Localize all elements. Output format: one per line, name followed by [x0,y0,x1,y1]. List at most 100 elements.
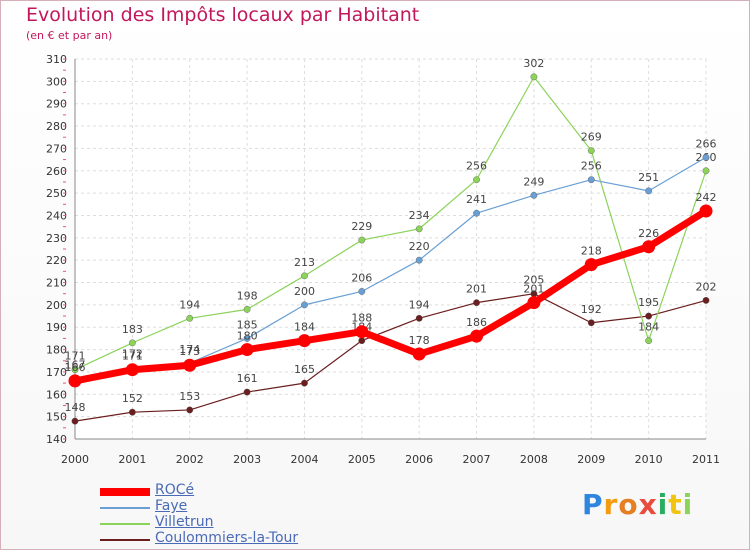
data-label: 229 [351,220,372,233]
x-tick-label: 2010 [635,453,663,466]
legend-label: ROCé [155,482,195,498]
x-tick-label: 2011 [692,453,720,466]
data-label: 171 [65,350,86,363]
x-tick-label: 2004 [290,453,318,466]
logo-letter: i [657,488,669,521]
data-point [301,379,308,387]
data-label: 194 [179,298,200,311]
data-point [355,325,369,339]
x-tick-label: 2002 [176,453,204,466]
y-tick-label: 300 [46,75,67,88]
x-tick-label: 2000 [61,453,89,466]
data-label: 184 [294,321,315,334]
data-label: 218 [581,245,602,258]
data-label: 266 [696,137,717,150]
data-label: 201 [466,283,487,296]
data-label: 220 [409,240,430,253]
data-label: 153 [179,390,200,403]
x-tick-label: 2001 [118,453,146,466]
data-point [243,388,251,396]
legend-swatch [100,488,150,496]
data-point [645,337,653,345]
legend-label: Villetrun [155,514,214,530]
data-point [473,209,480,217]
series-faye: 167 172 174 185 200 206 220 241 249 256 251 266 [65,137,717,383]
data-label: 194 [409,298,430,311]
x-tick-label: 2007 [463,453,491,466]
data-point [642,240,656,254]
data-point [702,167,710,175]
y-tick-label: 290 [46,98,67,111]
data-label: 200 [294,285,315,298]
data-point [358,288,366,295]
y-tick-label: 150 [46,411,67,424]
y-tick-label: 310 [46,53,67,66]
data-point [183,358,197,372]
chart-subtitle: (en € et par an) [26,29,113,42]
data-label: 226 [638,227,659,240]
data-point [702,153,710,161]
data-point [71,366,79,374]
y-tick-label: 180 [46,344,67,357]
data-label: 201 [523,283,544,296]
data-point [530,73,538,81]
data-label: 256 [466,160,487,173]
legend-label: Coulommiers-la-Tour [155,530,299,546]
series-line [74,208,708,385]
data-point [358,337,366,345]
y-tick-label: 260 [46,165,67,178]
data-point [645,312,653,320]
data-point [415,256,423,264]
legend-label: Faye [155,498,188,514]
data-point [243,335,251,342]
data-point [186,406,194,414]
data-point [530,191,538,199]
data-point [470,329,484,343]
y-tick-label: 270 [46,142,67,155]
data-point [527,296,541,310]
y-tick-label: 140 [46,433,67,446]
data-label: 188 [351,312,372,325]
data-label: 165 [294,363,315,376]
data-point [587,319,595,327]
data-label: 173 [179,345,200,358]
data-label: 213 [294,256,315,269]
data-label: 269 [581,131,602,144]
legend-swatch [100,539,150,541]
data-point [587,147,595,155]
data-label: 249 [523,175,544,188]
data-point [240,343,254,357]
data-point [125,363,139,377]
data-point [473,176,480,184]
data-label: 180 [237,330,258,343]
data-point [71,417,79,425]
y-tick-label: 160 [46,388,67,401]
data-label: 241 [466,193,487,206]
data-label: 302 [523,57,544,70]
logo-letter: x [638,488,658,521]
logo-letter: i [682,488,694,521]
data-label: 152 [122,392,143,405]
data-point [297,334,311,348]
series-villetrun: 171183194198213229234256302269184260 [65,57,717,374]
data-label: 198 [237,289,258,302]
y-tick-label: 240 [46,209,67,222]
x-tick-label: 2003 [233,453,261,466]
y-tick-label: 170 [46,366,67,379]
data-label: 185 [237,318,258,331]
data-point [128,339,136,347]
data-point [128,408,136,416]
data-label: 167 [65,359,86,372]
data-label: 184 [638,321,659,334]
data-point [412,347,426,361]
data-label: 178 [409,334,430,347]
data-label: 205 [523,274,544,287]
data-label: 183 [122,323,143,336]
data-point [301,272,308,280]
data-label: 195 [638,296,659,309]
data-label: 172 [122,347,143,360]
data-label: 171 [122,350,143,363]
logo-letter: t [668,488,683,521]
logo-letter: P [582,488,604,521]
